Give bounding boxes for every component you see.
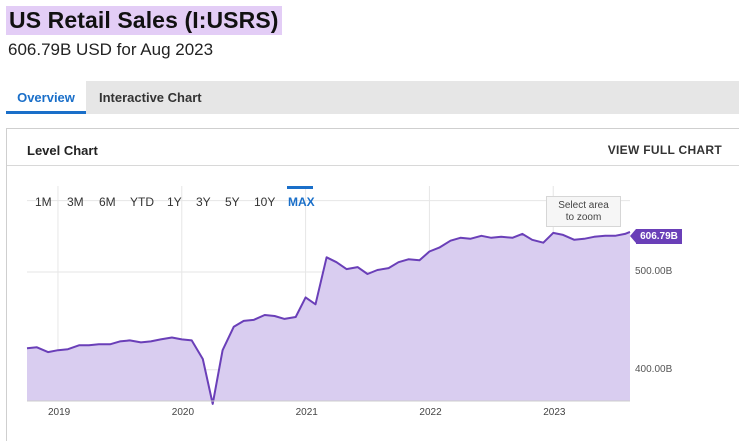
tab-bar: Overview Interactive Chart (6, 81, 739, 114)
range-button-5y[interactable]: 5Y (225, 195, 240, 209)
x-tick-label: 2022 (419, 407, 442, 418)
range-button-ytd[interactable]: YTD (130, 195, 154, 209)
y-tick-label: 500.00B (635, 266, 673, 277)
range-button-10y[interactable]: 10Y (254, 195, 276, 209)
y-tick-label: 400.00B (635, 363, 673, 375)
page-title-highlight: US Retail Sales (I:USRS) (6, 6, 282, 35)
series-area (27, 231, 630, 404)
x-tick-label: 2023 (543, 407, 566, 418)
range-button-6m[interactable]: 6M (99, 195, 116, 209)
view-full-chart-link[interactable]: VIEW FULL CHART (607, 143, 722, 157)
range-button-3m[interactable]: 3M (67, 195, 84, 209)
x-tick-label: 2021 (295, 407, 318, 418)
tab-overview[interactable]: Overview (6, 81, 86, 114)
tab-interactive-chart[interactable]: Interactive Chart (99, 90, 202, 105)
range-button-1y[interactable]: 1Y (167, 195, 182, 209)
series-line (26, 230, 631, 405)
page-subtitle: 606.79B USD for Aug 2023 (8, 40, 214, 59)
last-value-tag: 606.79B (636, 229, 682, 244)
zoom-hint-line1: Select area (558, 200, 609, 211)
range-active-indicator (287, 186, 313, 189)
page-title: US Retail Sales (I:USRS) (9, 7, 279, 33)
card-header: Level Chart VIEW FULL CHART (7, 129, 739, 166)
card-title: Level Chart (27, 143, 98, 158)
last-value-arrow (630, 229, 636, 243)
zoom-hint-box: Select area to zoom (546, 196, 621, 227)
range-button-3y[interactable]: 3Y (196, 195, 211, 209)
x-tick-label: 2019 (47, 407, 71, 418)
range-button-max[interactable]: MAX (288, 195, 315, 209)
zoom-hint-line2: to zoom (565, 212, 602, 223)
x-tick-label: 2020 (171, 407, 195, 418)
range-button-1m[interactable]: 1M (35, 195, 52, 209)
